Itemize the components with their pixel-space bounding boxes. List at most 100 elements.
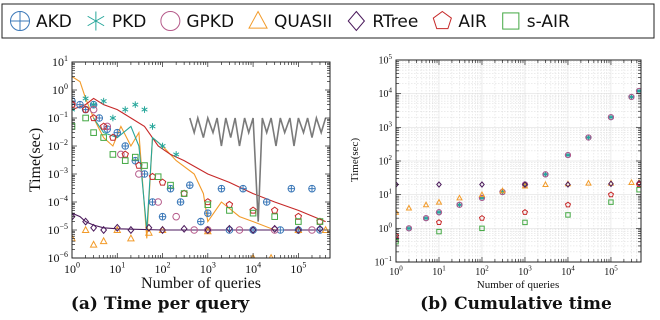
- chart-a-point-s-air: [316, 218, 324, 225]
- chart-b-point-pkd: [565, 152, 571, 158]
- legend-label-pkd: PKD: [112, 12, 147, 32]
- chart-b-point-quasii: [628, 178, 635, 185]
- chart-a-point-s-air: [100, 134, 107, 141]
- chart-a-point-akd: [308, 184, 316, 193]
- chart-a-point-quasii: [126, 234, 135, 242]
- chart-a-point-air: [89, 114, 98, 122]
- chart-b-x-tick-label: 105: [604, 265, 618, 279]
- chart-a-point-pkd: [72, 106, 76, 113]
- chart-a-point-air: [249, 206, 257, 214]
- chart-b-point-air: [396, 232, 400, 239]
- chart-b-point-s-air: [608, 199, 614, 205]
- chart-b-point-pkd: [436, 209, 442, 215]
- chart-a-point-pkd: [173, 151, 180, 158]
- chart-b-y-tick-label: 100: [379, 221, 393, 235]
- chart-a-point-air: [294, 212, 303, 220]
- chart-a-point-akd: [113, 128, 122, 137]
- chart-b-x-tick-label: 100: [389, 265, 403, 279]
- chart-b-point-gpkd: [456, 201, 463, 208]
- chart-a-point-quasii: [294, 225, 303, 233]
- chart-b-series-pkd: [396, 88, 641, 242]
- chart-b-point-gpkd: [435, 209, 443, 216]
- chart-b-x-tick-label: 104: [561, 265, 575, 279]
- legend-label-akd: AKD: [36, 12, 72, 32]
- chart-a-series-quasii: [72, 225, 330, 258]
- chart-a-x-tick-label: 100: [64, 261, 80, 276]
- chart-a-point-s-air: [226, 207, 233, 214]
- chart-b-point-s-air: [522, 219, 528, 226]
- chart-a-point-pkd: [109, 114, 116, 122]
- chart-b-y-tick-label: 101: [379, 188, 393, 202]
- chart-b-point-gpkd: [405, 225, 413, 232]
- chart-b-point-s-air: [636, 187, 641, 193]
- chart-a-point-rtree: [225, 224, 233, 233]
- chart-a-point-akd: [287, 184, 296, 193]
- chart-b-x-tick-label: 101: [432, 265, 446, 279]
- chart-b-point-pkd: [423, 215, 429, 221]
- circle-plus-legend-icon: [10, 11, 30, 31]
- chart-a-point-rtree: [159, 225, 167, 235]
- chart-a-series-pkd: [72, 95, 180, 158]
- chart-a-x-tick-label: 103: [200, 261, 216, 276]
- chart-a-point-akd: [95, 114, 104, 122]
- chart-b-point-air: [635, 181, 641, 188]
- chart-b-x-axis-title: Number of queries: [477, 279, 559, 291]
- chart-a-point-gpkd: [172, 212, 180, 221]
- legend-label-gpkd: GPKD: [186, 12, 234, 32]
- chart-a-point-pkd: [132, 101, 139, 108]
- chart-a-point-air: [204, 198, 212, 206]
- chart-a-point-air: [72, 100, 76, 108]
- chart-b-point-quasii: [499, 187, 506, 194]
- chart-b-point-quasii: [435, 198, 443, 205]
- chart-a-point-pkd: [122, 106, 129, 113]
- chart-a-point-akd: [262, 198, 271, 206]
- chart-a-curve-air: [72, 97, 326, 223]
- chart-a-series-rtree: [72, 212, 324, 235]
- chart-a-point-akd: [239, 184, 247, 193]
- chart-b-point-rtree: [396, 181, 399, 188]
- chart-a-point-rtree: [204, 225, 212, 235]
- chart-b-point-quasii: [478, 191, 486, 198]
- chart-a-point-s-air: [271, 213, 278, 220]
- chart-b-point-rtree: [479, 181, 485, 188]
- chart-a-point-pkd: [100, 97, 107, 105]
- triangle-legend-icon: [248, 10, 268, 29]
- chart-b-point-air: [564, 201, 572, 208]
- chart-a-point-akd: [185, 181, 194, 189]
- chart-a-point-s-air: [109, 151, 117, 158]
- chart-b-series-s-air: [396, 187, 641, 245]
- chart-a-point-gpkd: [270, 226, 279, 234]
- chart-a-point-s-air: [295, 218, 302, 225]
- chart-a-point-s-air: [249, 209, 257, 217]
- chart-a-point-akd: [140, 170, 149, 178]
- chart-a-point-pkd: [149, 123, 156, 130]
- chart-a-point-quasii: [89, 240, 98, 248]
- chart-a-point-gpkd: [190, 226, 198, 234]
- chart-b-point-gpkd: [564, 151, 572, 159]
- chart-a-y-tick-label: 10−5: [47, 222, 68, 237]
- chart-b-point-quasii: [542, 180, 549, 187]
- chart-b-point-s-air: [565, 212, 571, 218]
- chart-a-point-rtree: [127, 225, 135, 235]
- chart-a-x-tick-label: 102: [155, 261, 171, 276]
- chart-a-y-tick-label: 10−3: [47, 166, 68, 181]
- chart-a-y-tick-label: 10−1: [47, 110, 68, 125]
- chart-a-x-tick-label: 105: [290, 261, 306, 276]
- chart-a-point-gpkd: [235, 226, 244, 234]
- chart-a-point-akd: [121, 142, 130, 150]
- chart-time-per-query: 100 101 102 103 104 105 10−6 10−5 10−4 10−3 10−2 10…: [27, 54, 331, 314]
- chart-a-point-quasii: [158, 225, 167, 233]
- legend-box: [1, 3, 655, 39]
- chart-a-x-tick-label: 101: [109, 261, 125, 276]
- chart-a-caption: (a) Time per query: [71, 294, 250, 314]
- chart-a-point-quasii: [144, 228, 153, 236]
- chart-a-point-air: [109, 133, 117, 141]
- chart-b-point-rtree: [522, 181, 528, 188]
- chart-a-point-air: [99, 122, 108, 130]
- chart-a-point-rtree: [145, 223, 153, 232]
- chart-b-point-pkd: [406, 225, 412, 231]
- chart-a-point-s-air: [154, 173, 162, 181]
- chart-a-curve-gpkd: [189, 114, 327, 222]
- chart-b-point-s-air: [479, 225, 485, 232]
